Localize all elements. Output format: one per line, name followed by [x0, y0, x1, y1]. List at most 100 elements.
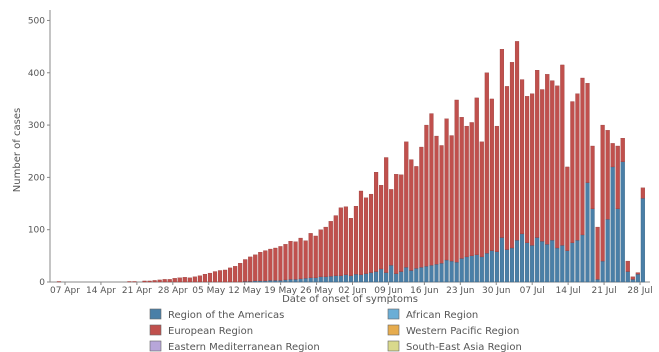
bar-americas	[585, 182, 590, 283]
bar-americas	[409, 270, 414, 283]
bar-europe	[248, 256, 253, 282]
bar-europe	[303, 240, 308, 279]
bar-europe	[509, 62, 515, 249]
bar-europe	[379, 185, 384, 270]
bar-europe	[454, 99, 459, 263]
bar-europe	[610, 143, 615, 168]
bar-americas	[358, 274, 364, 283]
x-tick-label: 16 Jun	[410, 286, 438, 296]
bar-europe	[182, 277, 187, 283]
bar-americas	[368, 272, 374, 283]
bar-europe	[630, 276, 635, 280]
bar-americas	[333, 275, 338, 283]
bar-europe	[238, 263, 243, 283]
bar-americas	[379, 268, 384, 283]
bar-americas	[414, 268, 419, 283]
legend-swatch	[149, 324, 162, 336]
y-tick-label: 400	[28, 69, 45, 79]
bars	[56, 41, 645, 283]
bar-europe	[56, 281, 62, 283]
x-tick-label: 21 Jul	[591, 286, 616, 296]
bar-europe	[429, 113, 434, 266]
y-tick-label: 300	[28, 121, 45, 131]
bar-europe	[640, 187, 645, 199]
bar-europe	[520, 79, 525, 235]
bar-americas	[389, 265, 394, 283]
bar-americas	[343, 274, 348, 283]
bar-americas	[580, 234, 585, 283]
bar-europe	[504, 86, 510, 250]
bar-europe	[489, 98, 494, 251]
bar-europe	[368, 193, 374, 273]
bar-europe	[550, 80, 555, 241]
bar-americas	[419, 267, 424, 283]
bar-americas	[610, 166, 615, 283]
bar-europe	[479, 141, 484, 258]
bar-americas	[560, 245, 565, 283]
bar-americas	[525, 242, 530, 283]
x-tick-label: 14 Apr	[86, 286, 116, 296]
bar-europe	[439, 145, 444, 264]
bar-europe	[338, 207, 343, 276]
bar-europe	[228, 267, 233, 283]
bar-europe	[540, 89, 545, 242]
bar-europe	[283, 244, 288, 281]
bar-europe	[147, 280, 152, 283]
bar-americas	[429, 265, 434, 283]
bar-americas	[615, 208, 620, 283]
bar-europe	[343, 206, 348, 275]
bar-europe	[424, 124, 429, 267]
bar-europe	[414, 166, 419, 269]
bar-europe	[600, 124, 605, 262]
bar-europe	[358, 190, 364, 275]
bar-europe	[157, 279, 162, 283]
bar-europe	[308, 233, 313, 278]
bar-americas	[474, 254, 479, 283]
bar-americas	[298, 278, 303, 283]
bar-americas	[313, 277, 318, 283]
bar-europe	[127, 281, 132, 283]
x-tick-label: 26 May	[300, 286, 334, 296]
y-tick-label: 200	[28, 173, 45, 183]
bar-europe	[293, 241, 298, 280]
legend-swatch	[149, 340, 162, 352]
bar-europe	[565, 166, 570, 251]
bar-europe	[525, 96, 530, 243]
bar-europe	[464, 125, 469, 258]
bar-europe	[177, 277, 182, 283]
bar-americas	[348, 275, 353, 283]
x-tick-label: 12 May	[228, 286, 262, 296]
bar-europe	[469, 122, 474, 256]
x-tick-label: 05 May	[192, 286, 226, 296]
x-tick-label: 28 Jul	[627, 286, 652, 296]
bar-americas	[600, 260, 605, 283]
bar-europe	[615, 145, 620, 209]
bar-americas	[469, 255, 474, 283]
bar-europe	[313, 235, 318, 278]
x-axis-title: Date of onset of symptoms	[282, 294, 418, 305]
bar-americas	[273, 280, 278, 283]
bar-europe	[384, 157, 389, 273]
bar-europe	[394, 174, 399, 274]
bar-europe	[172, 278, 177, 283]
bar-europe	[494, 125, 499, 252]
bar-europe	[530, 93, 535, 246]
bar-americas	[454, 261, 459, 283]
legend-label: South-East Asia Region	[406, 342, 522, 352]
bar-europe	[142, 280, 147, 283]
legend-swatch	[149, 308, 162, 320]
bar-europe	[223, 269, 228, 283]
bar-europe	[298, 237, 303, 280]
bar-americas	[434, 264, 439, 283]
bar-americas	[605, 219, 610, 283]
bar-americas	[499, 237, 505, 283]
bar-americas	[489, 250, 494, 283]
bar-americas	[464, 256, 469, 283]
bar-americas	[278, 280, 283, 283]
y-tick-label: 0	[39, 278, 45, 288]
bar-europe	[499, 49, 505, 238]
bar-europe	[348, 218, 353, 276]
legend-label: European Region	[168, 326, 253, 337]
bar-americas	[570, 242, 575, 283]
x-tick-label: 07 Jul	[520, 286, 545, 296]
